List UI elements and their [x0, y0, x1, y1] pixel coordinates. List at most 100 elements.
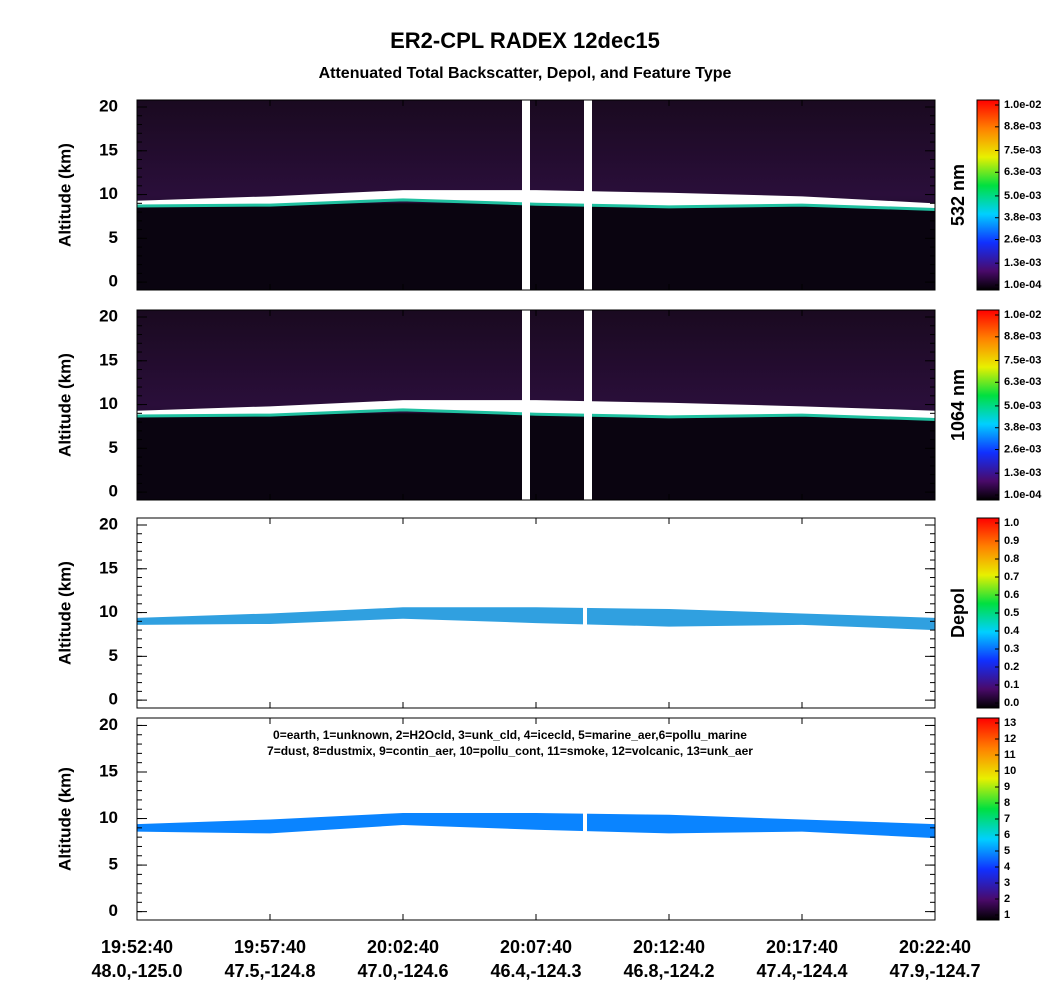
- colorbar-tick-label: 1.0: [1004, 517, 1019, 529]
- colorbar-tick-label: 1.0e-02: [1004, 99, 1041, 111]
- x-tick-label: 20:07:40: [500, 937, 572, 957]
- colorbar-tick-label: 8.8e-03: [1004, 121, 1041, 133]
- colorbar-tick-label: 0.4: [1004, 625, 1020, 637]
- y-tick-label: 15: [99, 140, 118, 159]
- data-gap: [583, 603, 587, 626]
- colorbar-tick-label: 2.6e-03: [1004, 233, 1041, 245]
- colorbar-tick-label: 2: [1004, 893, 1010, 905]
- y-tick-label: 0: [109, 901, 118, 920]
- colorbar-tick-label: 12: [1004, 733, 1016, 745]
- colorbar-tick-label: 4: [1004, 861, 1011, 873]
- x-tick-sublabel: 48.0,-125.0: [91, 961, 182, 981]
- colorbar-tick-label: 0.6: [1004, 589, 1019, 601]
- colorbar-tick-label: 7.5e-03: [1004, 354, 1041, 366]
- cloud-layer: [137, 607, 935, 631]
- x-tick-label: 19:52:40: [101, 937, 173, 957]
- colorbar-tick-label: 8.8e-03: [1004, 331, 1041, 343]
- y-tick-label: 10: [99, 394, 118, 413]
- data-gap: [583, 809, 587, 833]
- y-tick-label: 5: [109, 646, 118, 665]
- colorbar-label: 532 nm: [948, 164, 968, 226]
- title: ER2-CPL RADEX 12dec15: [390, 28, 660, 53]
- colorbar: [976, 309, 1000, 501]
- colorbar-tick-label: 1.0e-02: [1004, 309, 1041, 321]
- colorbar-tick-label: 3.8e-03: [1004, 422, 1041, 434]
- x-tick-label: 19:57:40: [234, 937, 306, 957]
- colorbar: [976, 99, 1000, 291]
- y-tick-label: 20: [99, 306, 118, 325]
- colorbar-tick-label: 6: [1004, 829, 1010, 841]
- colorbar-tick-label: 1.0e-04: [1004, 489, 1042, 501]
- colorbar-tick-label: 0.0: [1004, 697, 1019, 709]
- colorbar-tick-label: 11: [1004, 749, 1016, 761]
- colorbar-tick-label: 8: [1004, 797, 1010, 809]
- colorbar-tick-label: 0.8: [1004, 553, 1019, 565]
- y-tick-label: 20: [99, 514, 118, 533]
- colorbar-tick-label: 6.3e-03: [1004, 166, 1041, 178]
- x-tick-sublabel: 46.8,-124.2: [623, 961, 714, 981]
- cloud-base: [136, 408, 936, 421]
- colorbar-tick-label: 5.0e-03: [1004, 400, 1041, 412]
- colorbar-tick-label: 6.3e-03: [1004, 376, 1041, 388]
- colorbar-tick-label: 7.5e-03: [1004, 144, 1041, 156]
- colorbar-tick-label: 1: [1004, 909, 1010, 921]
- colorbar-tick-label: 13: [1004, 717, 1016, 729]
- y-tick-label: 0: [109, 690, 118, 709]
- colorbar-tick-label: 0.2: [1004, 661, 1019, 673]
- y-axis-label: Altitude (km): [55, 353, 74, 457]
- colorbar-tick-label: 2.6e-03: [1004, 443, 1041, 455]
- annotation: 7=dust, 8=dustmix, 9=contin_aer, 10=poll…: [267, 744, 753, 758]
- colorbar-tick-label: 3.8e-03: [1004, 212, 1041, 224]
- y-tick-label: 20: [99, 96, 118, 115]
- subtitle: Attenuated Total Backscatter, Depol, and…: [319, 65, 732, 82]
- colorbar-tick-label: 7: [1004, 813, 1010, 825]
- y-tick-label: 15: [99, 350, 118, 369]
- x-tick-sublabel: 46.4,-124.3: [490, 961, 581, 981]
- colorbar-tick-label: 5.0e-03: [1004, 190, 1041, 202]
- colorbar-tick-label: 0.3: [1004, 643, 1019, 655]
- colorbar-tick-label: 9: [1004, 781, 1010, 793]
- data-gap: [522, 100, 530, 290]
- colorbar-tick-label: 0.5: [1004, 607, 1019, 619]
- data-gap: [522, 310, 530, 500]
- y-tick-label: 0: [109, 272, 118, 291]
- x-tick-sublabel: 47.5,-124.8: [224, 961, 315, 981]
- colorbar-tick-label: 3: [1004, 877, 1010, 889]
- colorbar-tick-label: 5: [1004, 845, 1010, 857]
- colorbar-tick-label: 1.0e-04: [1004, 279, 1042, 291]
- y-axis-label: Altitude (km): [55, 767, 74, 871]
- colorbar-tick-label: 1.3e-03: [1004, 257, 1041, 269]
- x-tick-label: 20:12:40: [633, 937, 705, 957]
- y-tick-label: 10: [99, 808, 118, 827]
- data-gap: [584, 100, 592, 290]
- y-tick-label: 10: [99, 184, 118, 203]
- x-tick-sublabel: 47.0,-124.6: [357, 961, 448, 981]
- annotation: 0=earth, 1=unknown, 2=H2Ocld, 3=unk_cld,…: [273, 728, 747, 742]
- y-tick-label: 15: [99, 761, 118, 780]
- y-axis-label: Altitude (km): [55, 561, 74, 665]
- y-axis-label: Altitude (km): [55, 143, 74, 247]
- colorbar-tick-label: 0.9: [1004, 535, 1019, 547]
- y-tick-label: 5: [109, 228, 118, 247]
- colorbar-label: 1064 nm: [948, 369, 968, 441]
- x-tick-label: 20:22:40: [899, 937, 971, 957]
- y-tick-label: 5: [109, 855, 118, 874]
- y-tick-label: 15: [99, 558, 118, 577]
- x-tick-label: 20:02:40: [367, 937, 439, 957]
- x-tick-sublabel: 47.4,-124.4: [756, 961, 847, 981]
- y-tick-label: 5: [109, 438, 118, 457]
- colorbar-label: Depol: [948, 588, 968, 638]
- colorbar-tick-label: 0.7: [1004, 571, 1019, 583]
- y-tick-label: 10: [99, 602, 118, 621]
- plot-lower: [137, 203, 935, 290]
- y-tick-label: 20: [99, 715, 118, 734]
- plot-lower: [137, 413, 935, 500]
- x-tick-sublabel: 47.9,-124.7: [889, 961, 980, 981]
- y-tick-label: 0: [109, 482, 118, 501]
- cloud-base: [136, 198, 936, 211]
- colorbar-tick-label: 0.1: [1004, 679, 1019, 691]
- data-gap: [584, 310, 592, 500]
- colorbar-tick-label: 10: [1004, 765, 1016, 777]
